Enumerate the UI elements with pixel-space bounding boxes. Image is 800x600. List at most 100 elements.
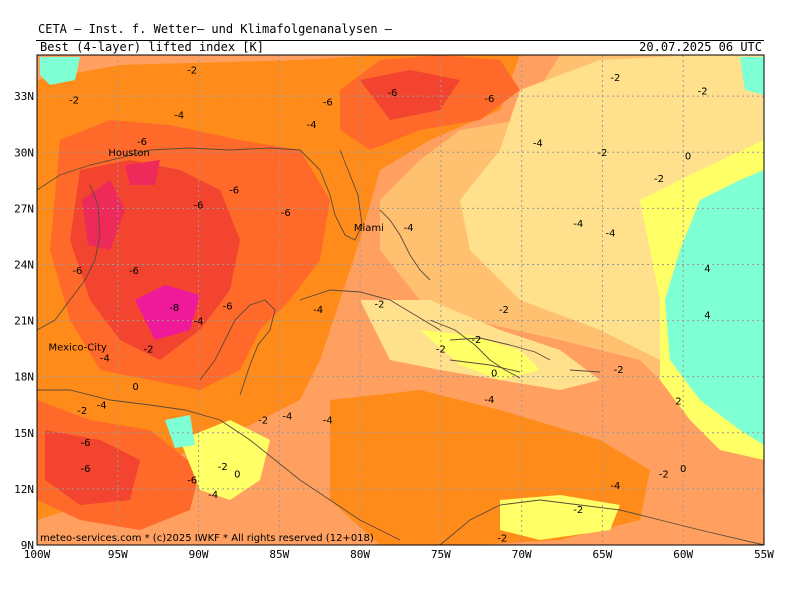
lon-label: 90W xyxy=(189,548,209,561)
contour-label: -2 xyxy=(143,344,153,355)
contour-label: 2 xyxy=(675,397,681,408)
contour-label: -2 xyxy=(614,365,624,376)
contour-label: -2 xyxy=(77,406,87,417)
lat-label: 18N xyxy=(14,371,34,384)
contour-label: -2 xyxy=(375,299,385,310)
field-aqua-east xyxy=(665,170,764,445)
contour-label: -6 xyxy=(229,185,239,196)
city-label: Mexico-City xyxy=(49,342,107,353)
contour-label: -2 xyxy=(597,148,607,159)
contour-label: -6 xyxy=(137,137,147,148)
lat-label: 12N xyxy=(14,483,34,496)
contour-label: 0 xyxy=(491,369,497,380)
title-bar xyxy=(36,40,764,55)
graticule xyxy=(37,55,764,545)
contour-label: -2 xyxy=(187,66,197,77)
contour-label: -4 xyxy=(208,490,218,501)
copyright-text: meteo-services.com * (c)2025 IWKF * All … xyxy=(40,533,374,544)
contour-label: -2 xyxy=(258,415,268,426)
parameter-title: Best (4-layer) lifted index [K] xyxy=(40,40,264,54)
contour-label: -4 xyxy=(313,305,323,316)
contour-label: -6 xyxy=(80,438,90,449)
contour-label: -2 xyxy=(471,335,481,346)
contour-label: -2 xyxy=(698,86,708,97)
contour-label: -4 xyxy=(307,120,317,131)
contour-label: -4 xyxy=(194,316,204,327)
contour-label: -4 xyxy=(323,415,333,426)
lon-label: 75W xyxy=(431,548,451,561)
lat-label: 33N xyxy=(14,90,34,103)
contour-label: -4 xyxy=(533,139,543,150)
lon-label: 100W xyxy=(24,548,51,561)
contour-label: 0 xyxy=(680,464,686,475)
contour-label: -2 xyxy=(497,533,507,544)
longitude-labels: 100W 95W 90W 85W 80W 75W 70W 65W 60W 55W xyxy=(24,548,775,561)
contour-label: -6 xyxy=(72,266,82,277)
contour-label: -2 xyxy=(499,305,509,316)
lon-label: 85W xyxy=(269,548,289,561)
contour-label: -2 xyxy=(659,470,669,481)
lat-label: 24N xyxy=(14,258,34,271)
lon-label: 65W xyxy=(593,548,613,561)
latitude-labels: 33N 30N 27N 24N 21N 18N 15N 12N 9N xyxy=(14,90,34,552)
contour-labels: -2-2-4-6-6-6-6-4-2-2-4-2 0-2-6-6-6-4-4-4-… xyxy=(69,66,710,545)
lat-label: 21N xyxy=(14,315,34,328)
contour-label: -8 xyxy=(169,303,179,314)
contour-label: -4 xyxy=(606,228,616,239)
city-label: Houston xyxy=(108,148,150,159)
contour-label: 0 xyxy=(132,382,138,393)
map-frame xyxy=(36,54,765,546)
contour-label: -6 xyxy=(80,464,90,475)
field-light-east xyxy=(460,55,764,360)
contour-label: -4 xyxy=(97,400,107,411)
field-aqua-ne xyxy=(740,57,764,95)
contour-label: -6 xyxy=(323,97,333,108)
contour-label: -2 xyxy=(654,174,664,185)
contour-label: -6 xyxy=(187,475,197,486)
lon-label: 95W xyxy=(108,548,128,561)
contour-label: -2 xyxy=(436,344,446,355)
contour-label: -6 xyxy=(129,266,139,277)
field-magenta-2 xyxy=(135,285,200,340)
contour-label: -6 xyxy=(194,200,204,211)
coastlines xyxy=(36,147,765,546)
lat-label: 9N xyxy=(21,539,34,552)
contour-label: -6 xyxy=(387,88,397,99)
field-yellow-ca xyxy=(180,420,270,500)
city-label: Miami xyxy=(354,223,384,234)
valid-datetime: 20.07.2025 06 UTC xyxy=(639,40,762,54)
field-magenta-1 xyxy=(82,180,125,250)
contour-label: -2 xyxy=(218,462,228,473)
contour-label: -4 xyxy=(174,111,184,122)
contour-label: -4 xyxy=(282,412,292,423)
contour-label: -2 xyxy=(610,73,620,84)
contour-label: -6 xyxy=(281,208,291,219)
contour-label: 0 xyxy=(234,470,240,481)
city-labels: Houston Miami Mexico-City xyxy=(49,148,384,354)
contour-label: -2 xyxy=(69,96,79,107)
institute-title: CETA – Inst. f. Wetter– und Klimafolgena… xyxy=(38,22,393,36)
contour-label: -4 xyxy=(484,395,494,406)
contour-label: -2 xyxy=(573,505,583,516)
contour-label: 4 xyxy=(704,311,710,322)
contour-label: -4 xyxy=(100,354,110,365)
field-aqua-nw xyxy=(40,57,80,85)
field-strong-red-ne xyxy=(360,70,460,120)
field-magenta-3 xyxy=(125,160,160,185)
lon-label: 80W xyxy=(350,548,370,561)
contour-label: -6 xyxy=(223,301,233,312)
contour-label: -4 xyxy=(404,223,414,234)
contour-label: -4 xyxy=(610,481,620,492)
contour-label: 4 xyxy=(704,264,710,275)
lat-label: 27N xyxy=(14,202,34,215)
contour-label: -6 xyxy=(484,94,494,105)
lon-label: 55W xyxy=(754,548,774,561)
field-aqua-ca xyxy=(165,415,195,448)
contour-label: 0 xyxy=(685,152,691,163)
lat-label: 15N xyxy=(14,427,34,440)
field-strong-red-sw xyxy=(45,430,140,505)
lon-label: 60W xyxy=(673,548,693,561)
field-yellow-carib xyxy=(420,330,540,380)
lon-label: 70W xyxy=(512,548,532,561)
